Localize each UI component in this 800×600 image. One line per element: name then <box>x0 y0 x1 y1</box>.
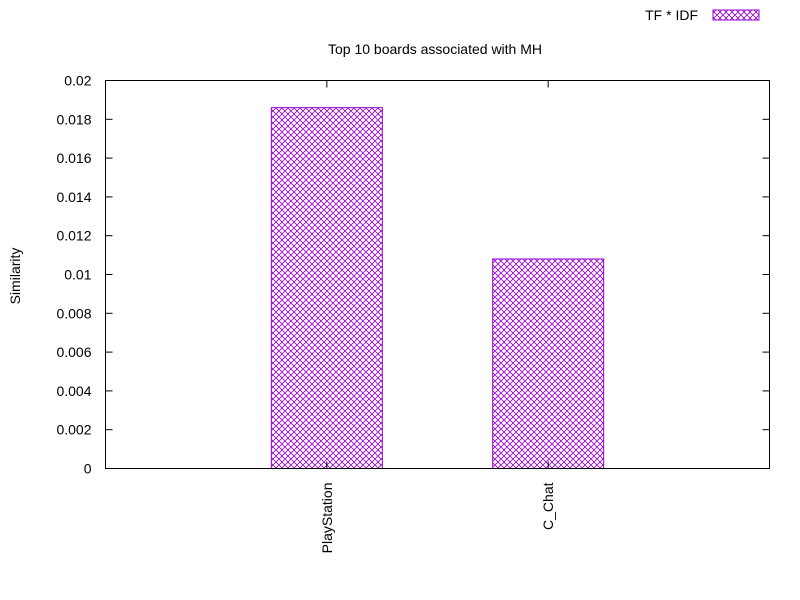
x-axis-ticks: PlayStation C_Chat <box>319 80 556 554</box>
legend-label: TF * IDF <box>645 7 698 23</box>
y-tick-label: 0.018 <box>56 111 91 127</box>
x-tick-label: C_Chat <box>540 482 556 530</box>
legend-swatch <box>712 9 760 21</box>
y-axis-label: Similarity <box>7 248 23 305</box>
y-axis-ticks: 0 0.002 0.004 0.006 0.008 0.01 0.012 0.014 0.016… <box>56 73 770 477</box>
y-tick-label: 0 <box>84 461 92 477</box>
chart-title: Top 10 boards associated with MH <box>328 41 542 57</box>
bar-c-chat <box>492 258 605 470</box>
y-tick-label: 0.01 <box>64 267 91 283</box>
plot-frame <box>105 80 770 469</box>
y-tick-label: 0.006 <box>56 344 91 360</box>
y-tick-label: 0.004 <box>56 383 91 399</box>
y-tick-label: 0.008 <box>56 305 91 321</box>
y-tick-label: 0.012 <box>56 228 91 244</box>
bar-playstation <box>270 107 383 469</box>
legend: TF * IDF <box>645 7 760 23</box>
x-tick-label: PlayStation <box>319 483 335 554</box>
bars <box>270 107 605 470</box>
y-tick-label: 0.016 <box>56 150 91 166</box>
y-tick-label: 0.014 <box>56 189 91 205</box>
y-tick-label: 0.02 <box>64 73 91 89</box>
y-tick-label: 0.002 <box>56 422 91 438</box>
